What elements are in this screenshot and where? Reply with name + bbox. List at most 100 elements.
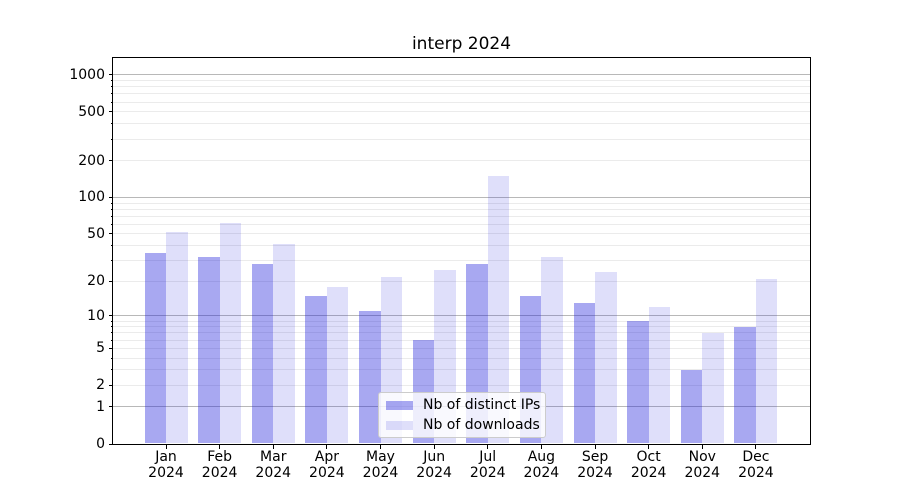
x-tick-label: Dec 2024 <box>726 449 786 481</box>
gridline-minor <box>113 160 810 162</box>
y-tick-label: 5 <box>96 340 105 357</box>
x-tick-mark <box>380 445 381 449</box>
bar-distinct-ips <box>251 264 274 443</box>
y-tick-label: 50 <box>87 225 105 242</box>
gridline-minor <box>113 101 810 103</box>
gridline-minor <box>113 260 810 262</box>
gridline-minor <box>113 80 810 82</box>
x-tick-label: May 2024 <box>351 449 411 481</box>
x-tick-label-year: 2024 <box>523 465 560 481</box>
gridline-minor <box>113 326 810 328</box>
y-tick-mark <box>109 196 113 198</box>
x-tick-label-month: Jun <box>423 449 446 465</box>
y-minor-tick-mark <box>111 260 113 262</box>
bar-distinct-ips <box>680 369 703 443</box>
bar-distinct-ips <box>573 303 596 443</box>
y-tick-label: 1000 <box>69 66 105 83</box>
y-minor-tick-mark <box>111 357 113 359</box>
x-tick-mark <box>594 445 596 449</box>
x-tick-label: Sep 2024 <box>565 449 625 481</box>
x-tick-label-year: 2024 <box>577 465 613 481</box>
legend-swatch-distinct-ips <box>386 400 413 410</box>
x-tick-mark <box>540 445 542 449</box>
gridline-minor <box>113 233 810 235</box>
bar-distinct-ips <box>144 252 166 443</box>
x-tick-label-year: 2024 <box>630 465 667 481</box>
x-tick-mark <box>755 445 757 449</box>
x-tick-label-month: Aug <box>527 449 556 465</box>
y-minor-tick-mark <box>111 215 113 217</box>
gridline-minor <box>113 86 810 88</box>
x-tick-label-month: May <box>366 449 395 465</box>
x-tick-label-month: Mar <box>260 449 287 465</box>
gridline-major <box>113 74 810 76</box>
y-tick-label: 100 <box>78 189 105 206</box>
gridline-major <box>113 315 810 317</box>
y-minor-tick-mark <box>111 80 113 82</box>
gridline-minor <box>113 369 810 371</box>
y-tick-mark <box>109 74 113 76</box>
y-minor-tick-mark <box>111 101 113 103</box>
legend-swatch-downloads <box>386 420 413 430</box>
legend: Nb of distinct IPs Nb of downloads <box>378 392 546 438</box>
bar-downloads <box>702 332 724 443</box>
gridline-minor <box>113 347 810 349</box>
x-tick-label-year: 2024 <box>416 465 452 481</box>
gridline-minor <box>113 223 810 225</box>
legend-label-downloads: Nb of downloads <box>423 417 540 433</box>
x-tick-label: Oct 2024 <box>619 449 679 481</box>
x-tick-mark <box>219 445 221 449</box>
y-minor-tick-mark <box>111 332 113 334</box>
x-tick-label-month: Dec <box>742 449 770 465</box>
y-minor-tick-mark <box>111 160 113 162</box>
x-tick-label-month: Oct <box>636 449 661 465</box>
y-minor-tick-mark <box>111 111 113 113</box>
y-tick-label: 20 <box>87 273 105 290</box>
y-tick-label: 500 <box>78 103 105 120</box>
x-tick-label: Mar 2024 <box>243 449 303 481</box>
x-tick-mark <box>165 445 167 449</box>
gridline-minor <box>113 339 810 341</box>
gridline-minor <box>113 111 810 113</box>
chart-title: interp 2024 <box>411 34 512 54</box>
y-minor-tick-mark <box>111 320 113 322</box>
gridline-minor <box>113 138 810 140</box>
gridline-minor <box>113 215 810 217</box>
x-tick-label-month: Jan <box>155 449 177 465</box>
gridline-minor <box>113 384 810 386</box>
bar-distinct-ips <box>627 321 649 443</box>
y-minor-tick-mark <box>111 280 113 282</box>
y-tick-label: 2 <box>96 377 105 394</box>
y-tick-mark <box>109 443 113 445</box>
bar-distinct-ips <box>734 326 756 443</box>
y-minor-tick-mark <box>111 202 113 204</box>
legend-label-distinct-ips: Nb of distinct IPs <box>423 397 541 413</box>
bar-downloads <box>648 306 671 443</box>
x-tick-mark <box>648 445 650 449</box>
y-tick-label: 200 <box>78 152 105 169</box>
bar-downloads <box>541 257 563 443</box>
y-minor-tick-mark <box>111 223 113 225</box>
x-tick-mark <box>326 445 328 449</box>
x-tick-label: Jul 2024 <box>458 449 518 481</box>
bar-distinct-ips <box>359 311 381 443</box>
plot-area: Nb of distinct IPs Nb of downloads <box>112 57 811 445</box>
y-minor-tick-mark <box>111 208 113 210</box>
x-tick-label-month: Feb <box>207 449 233 465</box>
x-tick-mark <box>433 445 435 449</box>
x-tick-label-year: 2024 <box>469 465 506 481</box>
y-minor-tick-mark <box>111 384 113 386</box>
y-minor-tick-mark <box>111 347 113 349</box>
x-tick-label: Jun 2024 <box>404 449 464 481</box>
y-minor-tick-mark <box>111 339 113 341</box>
x-tick-label: Apr 2024 <box>297 449 357 481</box>
gridline-minor <box>113 93 810 95</box>
y-tick-label: 10 <box>87 307 105 324</box>
x-tick-mark <box>701 445 703 449</box>
gridline-minor <box>113 245 810 247</box>
bar-downloads <box>755 278 778 443</box>
y-tick-label: 1 <box>96 398 105 415</box>
bar-downloads <box>326 286 349 443</box>
x-tick-label: Nov 2024 <box>672 449 732 481</box>
